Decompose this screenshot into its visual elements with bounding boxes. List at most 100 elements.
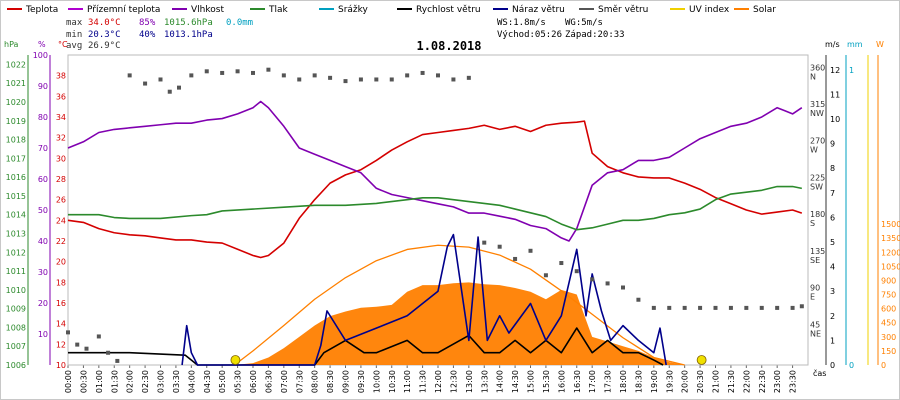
tick-label-dir: 315 [810,100,825,109]
series-n-raz-v-tru-line [181,233,667,366]
legend-label: Rychlost větru [416,5,481,15]
stats-wg: WG:5m/s [565,18,603,28]
wind-direction-point [713,305,718,310]
x-tick-label: 16:30 [573,370,582,393]
x-tick-label: 01:00 [95,370,104,393]
x-tick-label: 06:30 [264,370,273,393]
tick-label-dir-name: NW [810,109,824,118]
tick-label-solar: 750 [881,291,896,300]
tick-label-hum: 90 [38,82,48,91]
tick-label-wind: 2 [830,312,835,321]
tick-label-press: 1020 [6,98,26,107]
tick-label-temp: 38 [56,72,66,81]
x-tick-label: 19:30 [665,370,674,393]
wind-direction-point [405,73,410,78]
stats-max-temp: 34.0°C [88,18,121,28]
tick-label-temp: 34 [56,113,66,122]
x-tick-label: 02:00 [126,370,135,393]
stats-min-press: 1013.1hPa [164,30,213,40]
tick-label-temp: 32 [56,134,66,143]
wind-direction-point [528,248,533,253]
tick-label-press: 1022 [6,60,26,69]
wind-direction-point [651,305,656,310]
wind-direction-point [559,261,564,266]
tick-label-hum: 100 [33,51,48,60]
axis-title-hum: % [38,40,46,49]
tick-label-solar: 150 [881,347,896,356]
stats-max-label: max [66,18,83,28]
wind-direction-point [189,73,194,78]
tick-label-temp: 30 [56,154,66,163]
x-tick-label: 14:30 [511,370,520,393]
series-solar-area [234,282,685,365]
tick-label-rain: 1 [849,66,854,75]
tick-label-dir-name: S [810,219,815,228]
wind-direction-point [127,73,132,78]
x-tick-label: 09:30 [357,370,366,393]
tick-label-press: 1014 [6,211,26,220]
x-tick-label: 22:30 [758,370,767,393]
tick-label-temp: 36 [56,92,66,101]
tick-label-wind: 5 [830,238,835,247]
stats-avg-temp: 26.9°C [88,41,121,51]
tick-label-solar: 0 [881,361,886,370]
x-tick-label: 23:00 [773,370,782,393]
wind-direction-point [790,305,795,310]
stats-max-rain: 0.0mm [226,18,253,28]
sunrise-marker [230,355,241,365]
tick-label-rain: 0 [849,361,854,370]
wind-direction-point [343,79,348,84]
tick-label-temp: 18 [56,278,66,287]
x-tick-label: 16:00 [557,370,566,393]
tick-label-temp: 26 [56,196,66,205]
tick-label-press: 1007 [6,342,26,351]
legend-label: Přízemní teplota [87,5,160,15]
tick-label-wind: 12 [830,66,840,75]
axis-title-wind: m/s [825,40,840,49]
x-tick-label: 21:30 [727,370,736,393]
x-tick-label: 11:30 [419,370,428,393]
x-tick-label: 00:30 [79,370,88,393]
tick-label-dir: 45 [810,320,820,329]
axis-title-solar: W [876,40,884,49]
legend-label: Teplota [25,5,58,15]
x-tick-label: 04:30 [203,370,212,393]
tick-label-hum: 40 [38,237,48,246]
x-tick-label: 06:00 [249,370,258,393]
series-vlhkost-line [67,100,803,242]
wind-direction-point [728,305,733,310]
x-tick-label: 20:00 [681,370,690,393]
wind-direction-point [297,77,302,82]
tick-label-temp: 20 [56,258,66,267]
wind-direction-point [497,244,502,249]
axis-title-x: čas [813,368,826,378]
wind-direction-point [358,77,363,82]
tick-label-wind: 1 [830,336,835,345]
tick-label-hum: 20 [38,299,48,308]
axis-title-press: hPa [4,40,19,49]
x-tick-label: 01:30 [110,370,119,393]
stats-sunset: Západ:20:33 [565,30,625,40]
tick-label-solar: 300 [881,333,896,342]
tick-label-temp: 14 [56,320,66,329]
x-tick-label: 07:30 [295,370,304,393]
x-tick-label: 17:00 [588,370,597,393]
x-tick-label: 07:00 [280,370,289,393]
tick-label-wind: 6 [830,213,835,222]
axis-title-rain: mm [847,40,863,49]
wind-direction-point [636,297,641,302]
plot-area [66,54,809,366]
tick-label-temp: 22 [56,237,66,246]
axis-title-temp: °C [58,40,68,49]
legend-label: Srážky [338,5,369,15]
series-rychlost-v-tru-line [68,327,664,366]
tick-label-solar: 1200 [881,248,900,257]
tick-label-temp: 28 [56,175,66,184]
x-tick-label: 10:30 [388,370,397,393]
x-tick-label: 13:30 [480,370,489,393]
tick-label-temp: 24 [56,216,66,225]
tick-label-dir: 360 [810,63,825,72]
stats-max-hum: 85% [139,18,156,28]
x-tick-label: 17:30 [604,370,613,393]
